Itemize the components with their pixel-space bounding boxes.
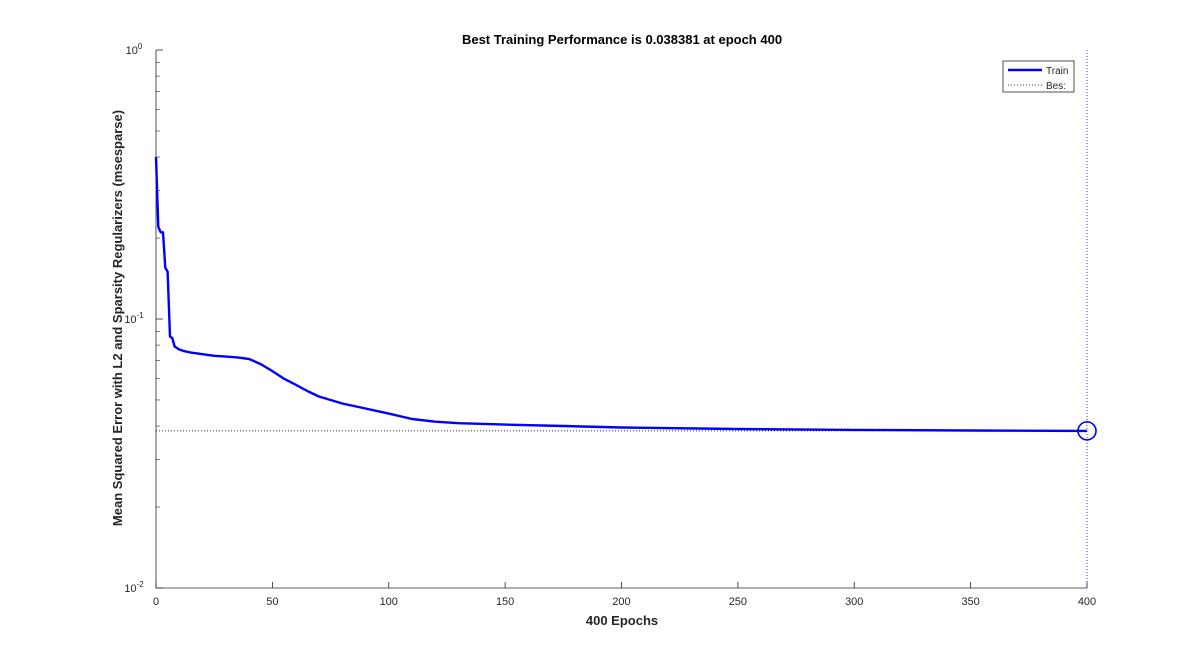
x-axis-ticks: 0 50 100 150 200 250 300 350 400 bbox=[153, 582, 1096, 608]
x-tick-label: 100 bbox=[380, 596, 398, 608]
x-axis-label: 400 Epochs bbox=[586, 613, 658, 628]
best-point-marker bbox=[1077, 421, 1097, 441]
y-axis-label: Mean Squared Error with L2 and Sparsity … bbox=[110, 110, 125, 526]
x-tick-label: 300 bbox=[845, 596, 863, 608]
legend: Train Bes: bbox=[1002, 60, 1075, 93]
x-tick-label: 0 bbox=[153, 596, 159, 608]
legend-box bbox=[1002, 60, 1075, 93]
y-axis-ticks: 10-2 10-1 100 bbox=[124, 42, 163, 595]
train-series-line bbox=[154, 156, 1088, 433]
legend-train-label: Train bbox=[1046, 66, 1068, 77]
x-tick-label: 250 bbox=[729, 596, 747, 608]
chart-title: Best Training Performance is 0.038381 at… bbox=[462, 32, 782, 47]
x-tick-label: 350 bbox=[961, 596, 979, 608]
y-tick-label: 10-2 bbox=[124, 580, 144, 595]
series-layer bbox=[154, 50, 1097, 588]
x-tick-label: 150 bbox=[496, 596, 514, 608]
x-tick-label: 50 bbox=[266, 596, 278, 608]
x-tick-label: 200 bbox=[612, 596, 630, 608]
plot-axes bbox=[155, 50, 1087, 589]
legend-best-label: Bes: bbox=[1046, 81, 1066, 92]
x-tick-label: 400 bbox=[1078, 596, 1096, 608]
y-tick-label: 100 bbox=[126, 42, 143, 57]
y-tick-label: 10-1 bbox=[124, 311, 144, 326]
